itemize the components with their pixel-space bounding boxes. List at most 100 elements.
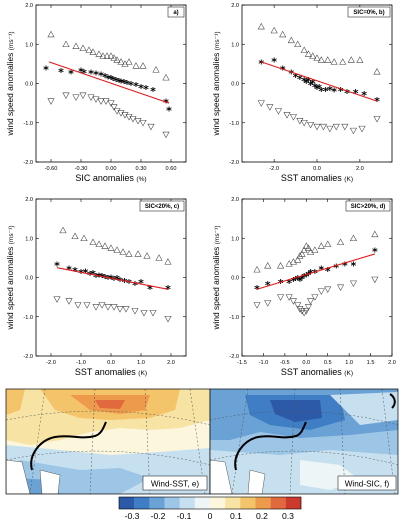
x-axis-unit: (K) [344,176,353,183]
point-triangle-down [285,294,293,301]
point-star: * [124,78,130,91]
point-star: * [338,85,344,98]
point-star: * [118,76,124,89]
point-triangle-up [279,30,287,38]
point-star: * [88,67,94,80]
point-star: * [323,85,329,98]
point-triangle-down [300,119,308,127]
point-star: * [297,73,303,86]
point-triangle-up [304,50,312,57]
point-star: * [117,275,123,288]
map-e-land-island [39,469,61,494]
y-axis-unit: (ms⁻¹) [8,31,15,50]
series-triangle-down [53,296,172,323]
colorbar-swatch [225,497,241,509]
y-axis-unit: (ms⁻¹) [8,225,15,244]
point-triangle-up [59,226,67,234]
fit-line [56,267,169,290]
point-star: * [105,273,111,286]
map-f-frame [209,388,399,495]
y-tick-label: 2.0 [25,3,33,9]
point-triangle-up [356,56,364,63]
point-triangle-up [296,252,304,259]
point-triangle-up [72,42,80,49]
series-triangle-up [59,226,172,265]
point-triangle-up [103,52,111,59]
y-tick-label: 0.0 [25,276,33,282]
map-f-field-peak [270,400,322,422]
x-axis-label: SIC anomalies (%) [75,173,146,183]
panel-label-box [345,200,391,212]
point-triangle-down [140,310,148,317]
y-tick-label: 1.0 [25,236,33,242]
map-e-field-peak [95,400,125,409]
map-e-label-box [142,475,208,491]
point-star: * [58,66,64,79]
x-tick-label: -0.5 [280,360,290,366]
map-e-land [6,459,31,494]
y-tick-label: -1.0 [229,315,239,321]
x-tick-label: -1.0 [259,360,269,366]
point-triangle-down [104,304,112,311]
point-triangle-up [143,252,151,259]
point-triangle-up [324,56,332,63]
point-triangle-up [339,58,347,65]
colorbar-swatch [164,497,180,509]
point-star: * [299,273,305,286]
point-triangle-down [62,92,70,99]
y-tick-label: 1.0 [25,42,33,48]
panel-label-box [167,6,185,18]
point-triangle-down [129,116,137,123]
point-star: * [143,83,149,96]
fit-line [48,61,170,104]
colorbar-tick-label: 0.2 [256,511,268,521]
y-tick-label: 2.0 [231,3,239,9]
colorbar-tick-label: -0.2 [151,511,166,521]
point-triangle-up [324,240,332,247]
point-star: * [303,270,309,283]
x-axis-unit: (K) [138,370,147,377]
x-axis-label-text: SST anomalies [75,367,138,377]
x-tick-label: -2.0 [269,166,279,172]
point-triangle-down [298,308,306,315]
point-triangle-up [347,56,355,63]
point-triangle-down [149,310,157,317]
point-star: * [342,259,348,272]
point-star: * [147,283,153,296]
point-star: * [68,67,74,80]
point-triangle-up [373,68,381,75]
point-star: * [372,246,378,259]
y-axis-label-text: wind speed anomalies [211,50,221,136]
x-tick-label: 0.00 [106,166,117,172]
point-star: * [126,277,132,290]
y-axis-label: wind speed anomalies (ms⁻¹) [211,225,221,330]
point-triangle-down [147,123,155,131]
colorbar: -0.3 -0.2 -0.1 0 0.1 0.2 0.3 [118,496,302,521]
map-f-land [210,459,233,494]
point-triangle-up [155,254,163,261]
x-axis-label-text: SST anomalies [281,173,344,183]
point-triangle-up [80,234,88,242]
y-tick-label: 2.0 [231,197,239,203]
point-triangle-down [72,94,80,101]
point-star: * [293,71,299,84]
point-triangle-up [95,50,103,57]
y-tick-label: 2.0 [25,197,33,203]
point-star: * [312,81,318,94]
point-triangle-up [101,242,109,249]
point-star: * [138,82,144,95]
point-triangle-down [289,298,297,305]
point-triangle-down [162,131,170,139]
point-triangle-up [371,230,379,238]
series-triangle-down [253,276,379,317]
point-triangle-down [97,98,105,105]
point-triangle-down [373,116,381,123]
x-tick-label: -0.30 [75,166,88,172]
point-triangle-down [116,306,124,313]
point-star: * [102,71,108,84]
panel-frame [35,198,187,357]
point-triangle-up [117,58,125,65]
point-triangle-down [131,308,139,315]
point-star: * [108,73,114,86]
point-star: * [331,86,337,99]
